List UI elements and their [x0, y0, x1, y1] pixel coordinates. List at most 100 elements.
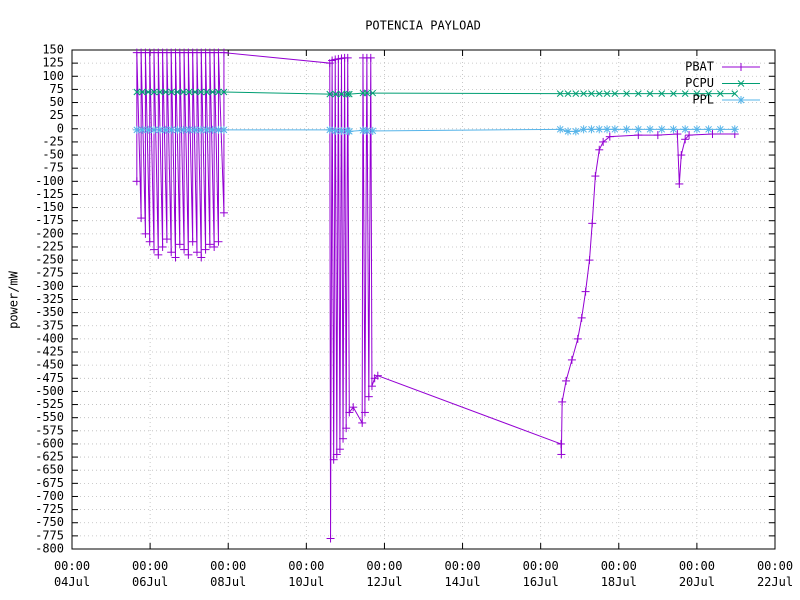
- marker-stroke: [168, 88, 175, 96]
- marker: [180, 245, 189, 254]
- marker: [214, 237, 223, 246]
- marker: [335, 445, 344, 454]
- marker: [326, 534, 335, 543]
- marker: [150, 245, 159, 254]
- y-tick-label: -800: [35, 542, 64, 556]
- x-tick-label: 00:00 22Jul: [756, 559, 794, 589]
- marker: [141, 229, 150, 238]
- marker-stroke: [133, 88, 141, 96]
- marker: [358, 418, 367, 427]
- marker-stroke: [220, 126, 228, 134]
- y-tick-label: 150: [42, 43, 64, 57]
- marker: [364, 392, 373, 401]
- marker-stroke: [670, 125, 677, 133]
- marker: [658, 90, 666, 97]
- marker: [133, 88, 141, 96]
- marker: [573, 334, 582, 343]
- marker-stroke: [144, 88, 152, 96]
- y-tick-label: -475: [35, 371, 64, 385]
- marker-stroke: [133, 126, 141, 134]
- marker-stroke: [556, 90, 564, 97]
- marker: [360, 408, 369, 417]
- marker: [731, 90, 739, 97]
- marker-stroke: [737, 96, 745, 104]
- marker: [137, 214, 146, 223]
- chart-title: POTENCIA PAYLOAD: [365, 19, 481, 33]
- marker: [556, 439, 565, 448]
- marker-stroke: [150, 88, 158, 96]
- y-tick-label: -525: [35, 397, 64, 411]
- marker: [685, 131, 694, 140]
- marker-stroke: [156, 126, 164, 134]
- marker-stroke: [338, 127, 345, 135]
- marker: [605, 132, 614, 141]
- marker: [145, 237, 154, 246]
- marker-stroke: [343, 90, 351, 98]
- marker: [220, 88, 228, 96]
- marker-stroke: [215, 126, 222, 134]
- marker: [595, 125, 604, 134]
- y-tick-label: -700: [35, 489, 64, 503]
- y-tick-label: -300: [35, 279, 64, 293]
- marker: [622, 125, 631, 134]
- marker-stroke: [603, 125, 611, 133]
- marker: [184, 250, 193, 259]
- x-tick-label: 00:00 18Jul: [600, 559, 637, 589]
- marker: [693, 90, 701, 97]
- marker: [185, 88, 193, 96]
- marker: [203, 88, 211, 96]
- marker: [325, 125, 334, 134]
- marker: [673, 130, 682, 139]
- marker: [599, 137, 608, 146]
- marker-stroke: [220, 88, 228, 96]
- marker: [338, 90, 345, 98]
- marker-stroke: [150, 126, 158, 134]
- y-tick-label: -400: [35, 331, 64, 345]
- marker-stroke: [345, 128, 353, 135]
- marker: [571, 127, 580, 136]
- marker-stroke: [162, 88, 170, 96]
- marker-stroke: [215, 88, 222, 96]
- marker-stroke: [191, 126, 199, 134]
- marker-stroke: [588, 125, 595, 133]
- marker: [564, 127, 573, 136]
- marker-stroke: [737, 80, 745, 87]
- marker: [156, 88, 164, 96]
- series-line: [136, 91, 735, 95]
- marker: [705, 90, 712, 97]
- marker: [215, 88, 222, 96]
- marker-stroke: [611, 125, 619, 133]
- marker-stroke: [580, 125, 587, 133]
- marker: [737, 80, 745, 87]
- marker-stroke: [332, 90, 339, 98]
- marker-stroke: [363, 127, 371, 135]
- y-tick-label: -275: [35, 266, 64, 280]
- marker: [342, 424, 351, 433]
- marker: [168, 88, 175, 96]
- marker-stroke: [595, 125, 603, 133]
- marker: [201, 245, 210, 254]
- marker-stroke: [197, 88, 205, 96]
- marker: [369, 89, 377, 97]
- x-tick-label: 00:00 14Jul: [444, 559, 481, 589]
- marker: [345, 127, 354, 136]
- marker-stroke: [203, 126, 211, 134]
- marker-stroke: [681, 125, 689, 133]
- marker: [209, 88, 216, 96]
- marker: [219, 125, 228, 134]
- marker: [138, 88, 146, 96]
- marker: [670, 90, 677, 97]
- marker: [366, 53, 375, 62]
- marker: [556, 125, 565, 134]
- marker: [167, 248, 176, 257]
- marker: [132, 177, 141, 186]
- marker: [329, 455, 338, 464]
- marker: [363, 89, 371, 97]
- marker-stroke: [138, 126, 146, 134]
- y-tick-label: -425: [35, 345, 64, 359]
- x-tick-label: 00:00 04Jul: [53, 559, 91, 589]
- marker-stroke: [716, 90, 724, 97]
- marker: [737, 96, 745, 104]
- y-tick-label: 25: [50, 108, 64, 122]
- marker: [681, 125, 690, 134]
